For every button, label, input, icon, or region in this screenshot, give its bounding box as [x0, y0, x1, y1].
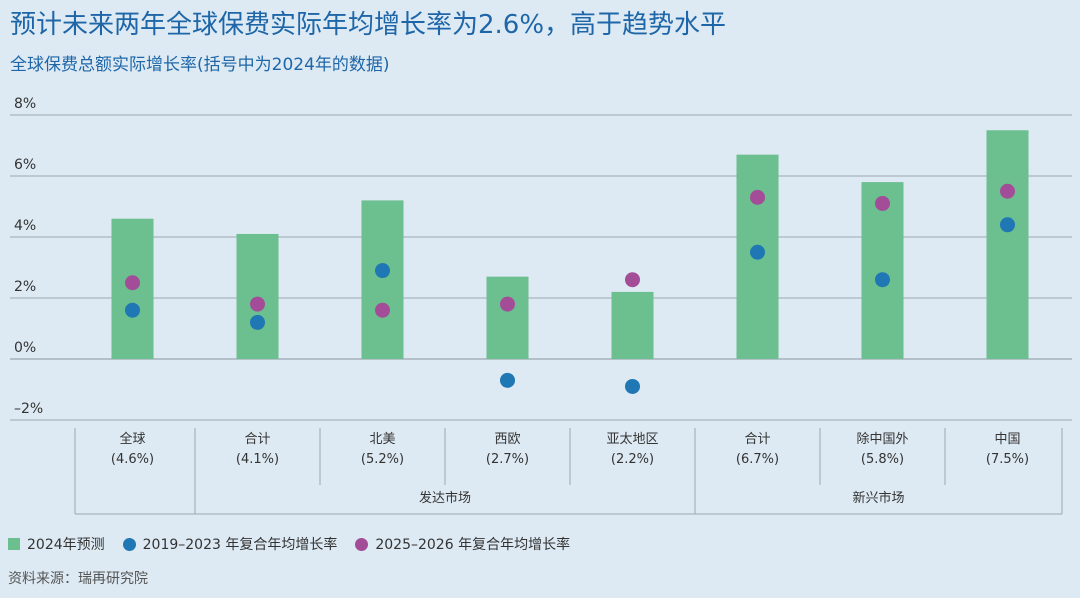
chart-title: 预计未来两年全球保费实际年均增长率为2.6%，高于趋势水平	[10, 10, 727, 40]
legend-item-bar: 2024年预测	[8, 534, 105, 554]
y-tick-label: 4%	[14, 218, 36, 234]
dot-2025-2026	[625, 272, 640, 288]
legend-item-2025-2026: 2025–2026 年复合年均增长率	[355, 534, 570, 554]
chart-subtitle: 全球保费总额实际增长率(括号中为2024年的数据)	[10, 55, 390, 75]
dot-2019-2023	[875, 272, 890, 288]
category-sublabel: (5.2%)	[361, 452, 404, 467]
legend-2019-2023-label: 2019–2023 年复合年均增长率	[142, 537, 338, 553]
category-sublabel: (4.6%)	[111, 452, 154, 467]
bar	[611, 291, 654, 359]
dot-2019-2023	[375, 263, 390, 279]
category-label: 除中国外	[856, 432, 908, 447]
dot-2025-2026	[500, 296, 515, 312]
category-sublabel: (7.5%)	[986, 452, 1029, 467]
dot-2025-2026	[750, 189, 765, 205]
category-label: 合计	[244, 432, 270, 447]
legend-dot-2019-2023-swatch	[122, 537, 136, 551]
dot-2025-2026	[875, 195, 890, 211]
category-label: 合计	[744, 432, 770, 447]
category-label: 西欧	[494, 432, 520, 447]
category-sublabel: (6.7%)	[736, 452, 779, 467]
legend-bar-swatch	[8, 538, 20, 550]
group-label: 新兴市场	[852, 490, 904, 506]
source-note: 资料来源：瑞再研究院	[8, 571, 148, 587]
dot-2019-2023	[250, 314, 265, 330]
y-tick-label: 6%	[14, 157, 36, 173]
y-tick-label: 8%	[14, 96, 36, 112]
category-sublabel: (5.8%)	[861, 452, 904, 467]
dot-2025-2026	[125, 275, 140, 291]
group-label: 发达市场	[419, 490, 471, 506]
dot-2025-2026	[1000, 183, 1015, 199]
category-label: 中国	[994, 432, 1020, 447]
bar	[361, 200, 404, 359]
bar	[986, 130, 1029, 359]
category-sublabel: (2.7%)	[486, 452, 529, 467]
dot-2025-2026	[375, 302, 390, 318]
legend-2025-2026-label: 2025–2026 年复合年均增长率	[375, 537, 571, 553]
category-label: 北美	[369, 432, 395, 447]
dot-2019-2023	[500, 372, 515, 388]
category-sublabel: (4.1%)	[236, 452, 279, 467]
y-tick-label: –2%	[14, 401, 43, 417]
dot-2019-2023	[125, 302, 140, 318]
legend-item-2019-2023: 2019–2023 年复合年均增长率	[122, 534, 338, 554]
legend-bar-label: 2024年预测	[27, 537, 105, 553]
category-label: 全球	[119, 431, 145, 447]
y-tick-label: 0%	[14, 340, 36, 356]
dot-2019-2023	[625, 378, 640, 394]
category-label: 亚太地区	[606, 432, 658, 447]
y-tick-label: 2%	[14, 279, 36, 295]
dot-2025-2026	[250, 296, 265, 312]
bar	[486, 276, 529, 359]
bar	[861, 182, 904, 359]
dot-2019-2023	[1000, 217, 1015, 233]
category-sublabel: (2.2%)	[611, 452, 654, 467]
legend: 2024年预测 2019–2023 年复合年均增长率 2025–2026 年复合…	[8, 534, 570, 554]
bar	[236, 233, 279, 359]
chart-canvas: 8% 6% 4% 2% 0% –2% 全球 (4.6%) 合计 (4.1%) 北美 (5.2%) 西欧 (…	[10, 96, 1072, 515]
legend-dot-2025-2026-swatch	[355, 537, 369, 551]
dot-2019-2023	[750, 244, 765, 260]
